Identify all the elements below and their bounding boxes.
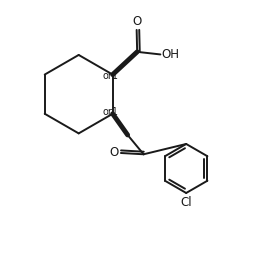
Text: O: O <box>132 15 141 28</box>
Text: Cl: Cl <box>180 196 192 209</box>
Text: or1: or1 <box>103 71 119 81</box>
Text: O: O <box>110 147 119 159</box>
Text: or1: or1 <box>103 108 119 117</box>
Text: OH: OH <box>162 48 179 61</box>
